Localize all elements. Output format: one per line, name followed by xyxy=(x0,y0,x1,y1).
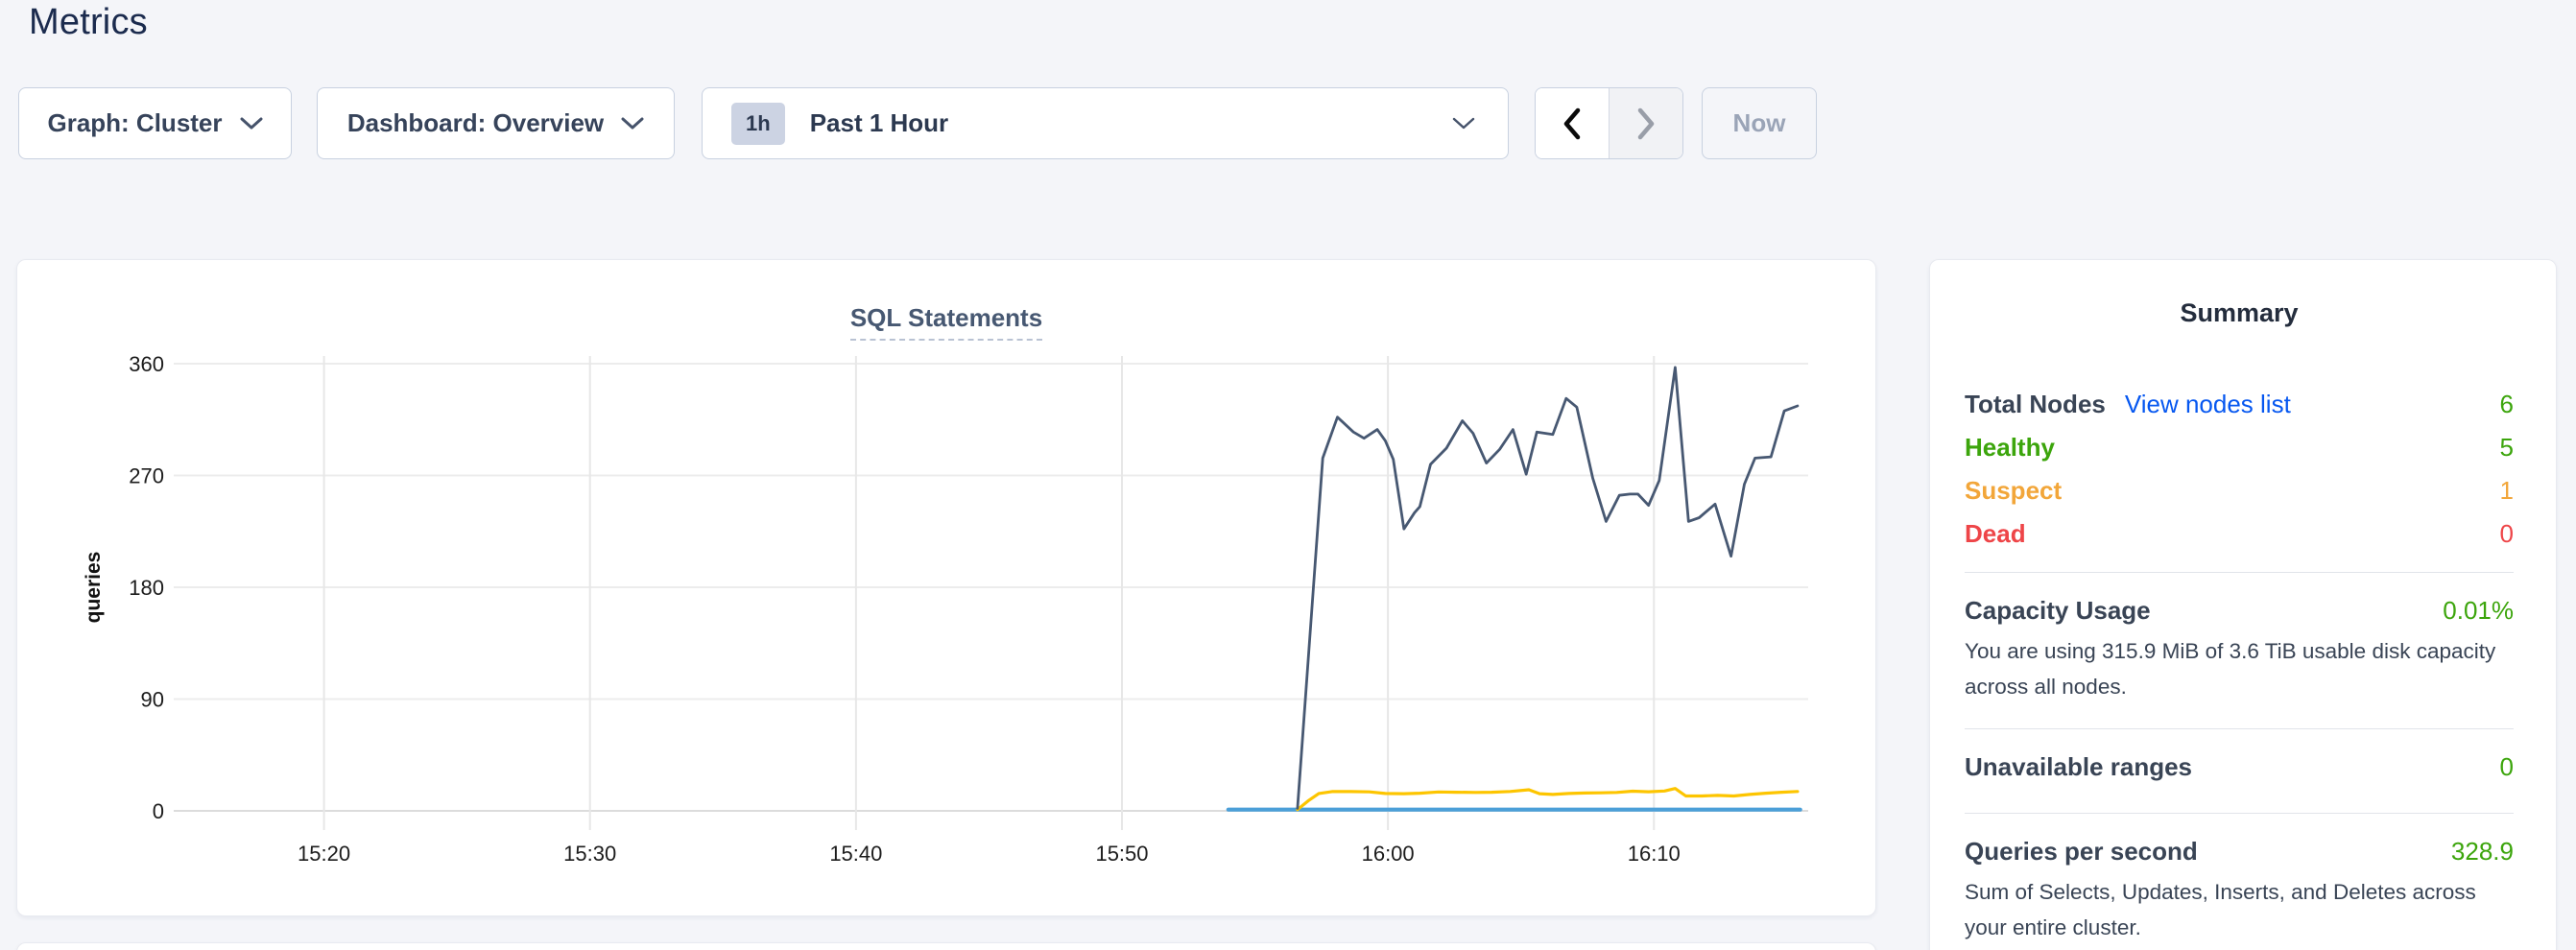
chevron-right-icon xyxy=(1637,107,1655,139)
chevron-down-icon xyxy=(240,117,263,129)
series-yellow xyxy=(1296,787,1800,812)
prev-time-button[interactable] xyxy=(1536,88,1610,158)
chevron-down-icon xyxy=(621,117,644,129)
time-range-selector[interactable]: 1h Past 1 Hour xyxy=(702,87,1509,159)
queries-per-second-label: Queries per second xyxy=(1965,837,2198,866)
healthy-nodes-value: 5 xyxy=(2499,433,2514,462)
dead-nodes-value: 0 xyxy=(2499,519,2514,548)
capacity-usage-value: 0.01% xyxy=(2443,596,2514,625)
divider xyxy=(1965,728,2514,729)
time-range-label: Past 1 Hour xyxy=(809,108,949,137)
x-tick-label: 15:20 xyxy=(298,842,350,866)
suspect-nodes-value: 1 xyxy=(2499,476,2514,505)
divider xyxy=(1965,572,2514,573)
next-time-button[interactable] xyxy=(1610,88,1682,158)
total-nodes-label: Total Nodes xyxy=(1965,390,2106,418)
sql-statements-chart-card: SQL Statements 0 90 180 270 360 15:20 15:30 15:… xyxy=(16,259,1876,916)
dead-nodes-label: Dead xyxy=(1965,519,2026,548)
y-tick-label: 360 xyxy=(129,352,164,376)
chevron-down-icon xyxy=(1452,117,1475,129)
unavailable-ranges-metric: Unavailable ranges 0 xyxy=(1965,752,2514,782)
x-tick-label: 16:00 xyxy=(1362,842,1415,866)
chart-title[interactable]: SQL Statements xyxy=(849,303,1043,341)
summary-title: Summary xyxy=(2180,298,2299,327)
series-navy xyxy=(1296,366,1800,810)
unavailable-ranges-label: Unavailable ranges xyxy=(1965,752,2192,781)
now-button[interactable]: Now xyxy=(1702,87,1817,159)
queries-per-second-description: Sum of Selects, Updates, Inserts, and De… xyxy=(1965,880,2476,939)
y-tick-label: 270 xyxy=(129,464,164,488)
x-tick-label: 15:30 xyxy=(563,842,616,866)
y-axis-title: queries xyxy=(83,552,105,624)
unavailable-ranges-value: 0 xyxy=(2499,752,2514,781)
next-chart-card-partial xyxy=(16,942,1876,950)
capacity-usage-label: Capacity Usage xyxy=(1965,596,2151,625)
dead-nodes-row: Dead 0 xyxy=(1965,519,2514,562)
time-step-buttons xyxy=(1535,87,1683,159)
x-tick-label: 15:40 xyxy=(829,842,882,866)
capacity-usage-metric: Capacity Usage 0.01% You are using 315.9… xyxy=(1965,596,2514,704)
x-tick-label: 15:50 xyxy=(1095,842,1148,866)
divider xyxy=(1965,813,2514,814)
view-nodes-list-link[interactable]: View nodes list xyxy=(2124,390,2291,418)
sql-statements-chart: 0 90 180 270 360 15:20 15:30 15:40 15:50 16:00 16:… xyxy=(83,352,1808,866)
suspect-nodes-label: Suspect xyxy=(1965,476,2063,505)
summary-panel: Summary Total Nodes View nodes list 6 He… xyxy=(1929,259,2557,950)
y-tick-label: 90 xyxy=(141,688,164,712)
queries-per-second-metric: Queries per second 328.9 Sum of Selects,… xyxy=(1965,837,2514,945)
healthy-nodes-label: Healthy xyxy=(1965,433,2055,462)
healthy-nodes-row: Healthy 5 xyxy=(1965,433,2514,476)
chevron-left-icon xyxy=(1563,107,1581,139)
x-tick-label: 16:10 xyxy=(1628,842,1681,866)
y-tick-label: 0 xyxy=(153,799,164,823)
suspect-nodes-row: Suspect 1 xyxy=(1965,476,2514,519)
graph-dropdown-label: Graph: Cluster xyxy=(47,108,223,137)
total-nodes-row: Total Nodes View nodes list 6 xyxy=(1965,390,2514,433)
page-title: Metrics xyxy=(29,2,148,42)
time-range-badge: 1h xyxy=(731,102,785,145)
dashboard-dropdown-label: Dashboard: Overview xyxy=(346,108,605,137)
queries-per-second-value: 328.9 xyxy=(2450,837,2514,866)
graph-dropdown[interactable]: Graph: Cluster xyxy=(18,87,292,159)
capacity-usage-description: You are using 315.9 MiB of 3.6 TiB usabl… xyxy=(1965,639,2496,699)
dashboard-dropdown[interactable]: Dashboard: Overview xyxy=(317,87,675,159)
total-nodes-value: 6 xyxy=(2499,390,2514,418)
node-status-rows: Total Nodes View nodes list 6 Healthy 5 … xyxy=(1965,390,2514,562)
y-tick-label: 180 xyxy=(129,576,164,600)
